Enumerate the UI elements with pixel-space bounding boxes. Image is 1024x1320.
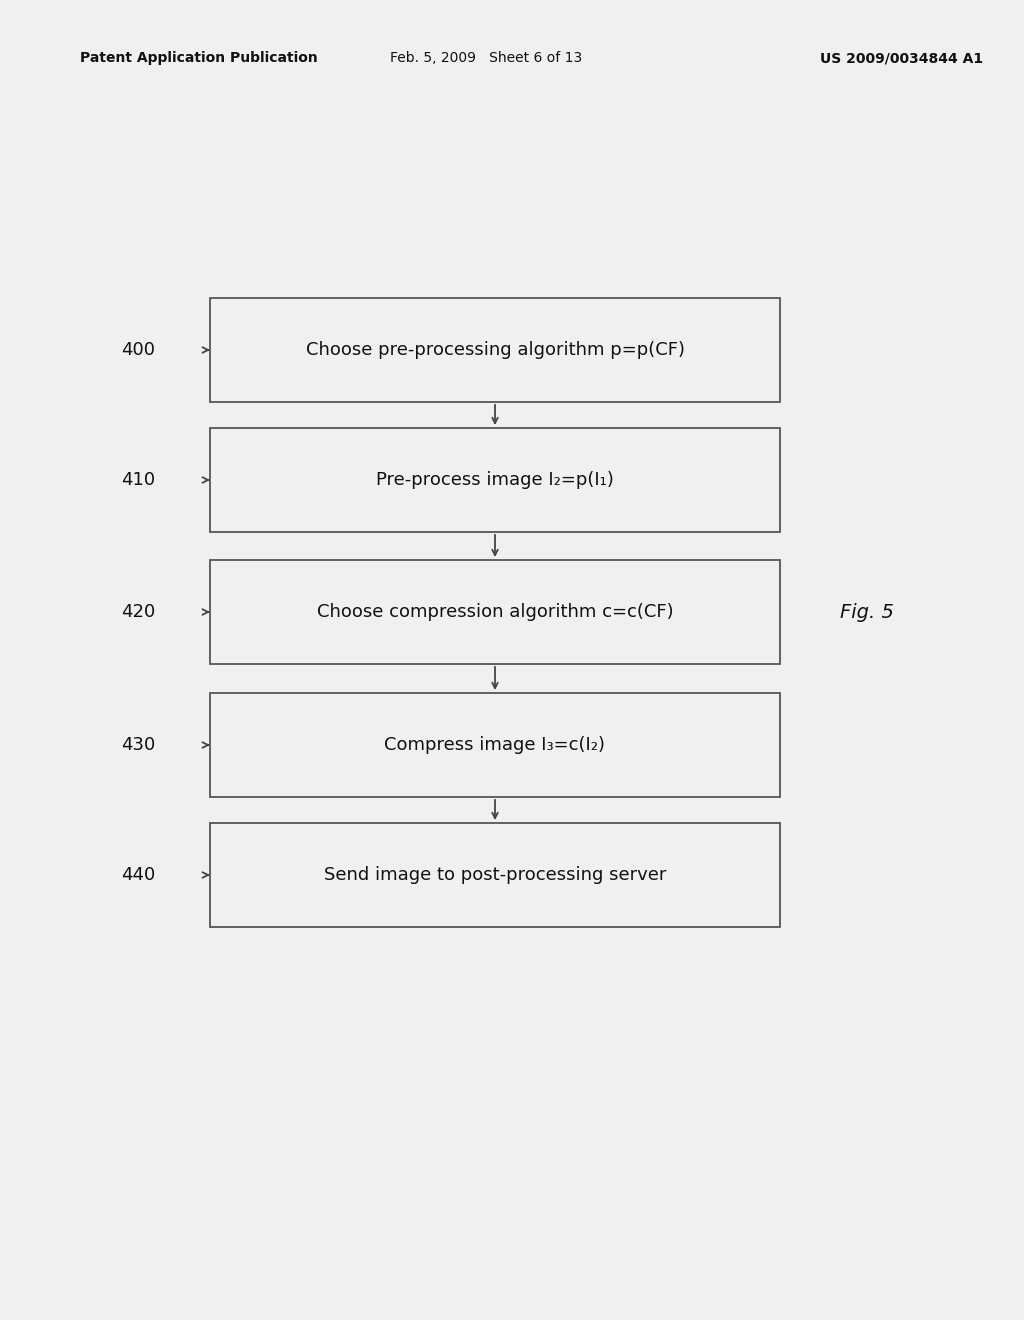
Bar bbox=[210, 560, 780, 664]
Text: Pre-process image I₂=p(I₁): Pre-process image I₂=p(I₁) bbox=[376, 471, 614, 488]
Text: 420: 420 bbox=[121, 603, 155, 620]
Text: US 2009/0034844 A1: US 2009/0034844 A1 bbox=[820, 51, 983, 65]
Text: Fig. 5: Fig. 5 bbox=[840, 602, 894, 622]
Text: Patent Application Publication: Patent Application Publication bbox=[80, 51, 317, 65]
Bar bbox=[210, 428, 780, 532]
Text: 400: 400 bbox=[121, 341, 155, 359]
Bar bbox=[210, 693, 780, 797]
Text: 430: 430 bbox=[121, 737, 155, 754]
Bar bbox=[210, 822, 780, 927]
Text: Feb. 5, 2009   Sheet 6 of 13: Feb. 5, 2009 Sheet 6 of 13 bbox=[390, 51, 583, 65]
Bar bbox=[210, 298, 780, 403]
Text: 440: 440 bbox=[121, 866, 155, 884]
Text: Choose pre-processing algorithm p=p(CF): Choose pre-processing algorithm p=p(CF) bbox=[305, 341, 684, 359]
Text: Send image to post-processing server: Send image to post-processing server bbox=[324, 866, 667, 884]
Text: Choose compression algorithm c=c(CF): Choose compression algorithm c=c(CF) bbox=[316, 603, 674, 620]
Text: 410: 410 bbox=[121, 471, 155, 488]
Text: Compress image I₃=c(I₂): Compress image I₃=c(I₂) bbox=[384, 737, 605, 754]
